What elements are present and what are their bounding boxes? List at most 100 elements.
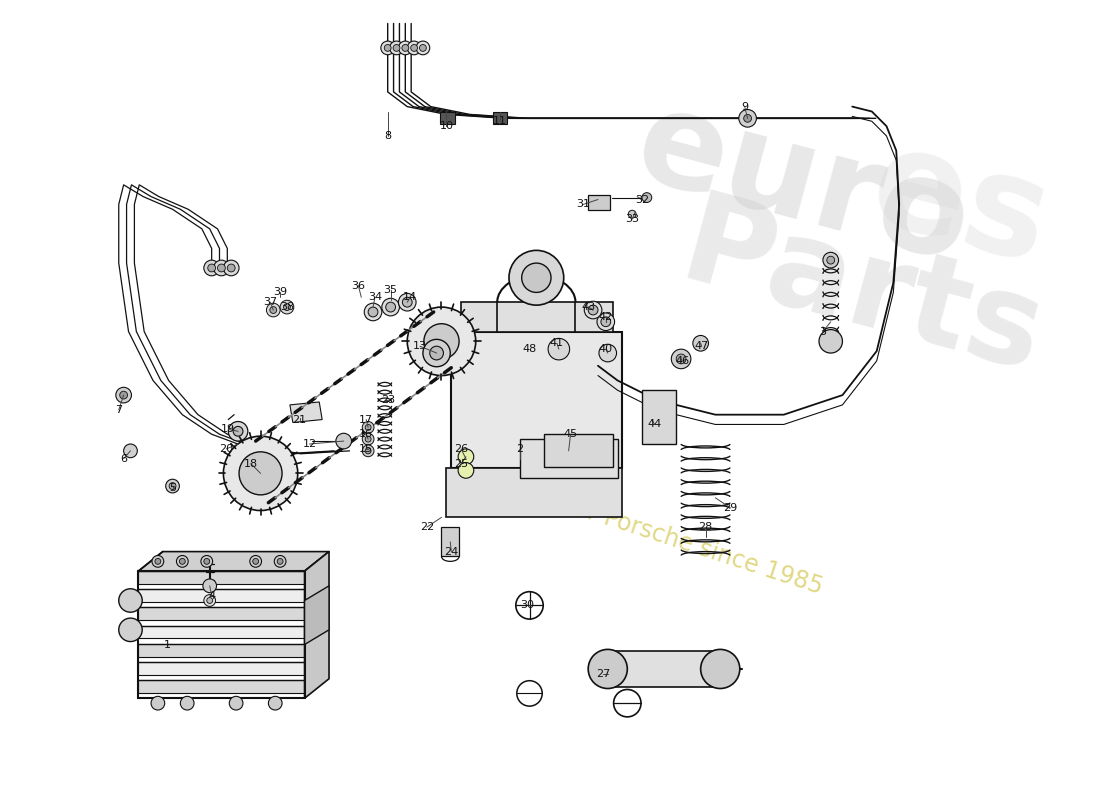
Circle shape xyxy=(229,696,243,710)
Circle shape xyxy=(430,346,443,360)
Circle shape xyxy=(419,45,427,51)
Circle shape xyxy=(389,41,404,54)
Text: 3: 3 xyxy=(820,326,826,337)
Text: 47: 47 xyxy=(694,342,708,351)
Circle shape xyxy=(458,449,474,465)
Circle shape xyxy=(403,298,412,307)
Circle shape xyxy=(169,482,176,490)
Circle shape xyxy=(422,339,450,366)
Circle shape xyxy=(597,313,615,330)
Circle shape xyxy=(239,452,282,495)
Circle shape xyxy=(416,41,430,54)
Circle shape xyxy=(827,256,835,264)
Circle shape xyxy=(424,324,459,359)
Bar xyxy=(441,527,459,557)
Circle shape xyxy=(116,387,132,403)
Text: 32: 32 xyxy=(635,194,649,205)
Circle shape xyxy=(204,558,210,564)
Circle shape xyxy=(218,264,226,272)
Circle shape xyxy=(598,344,617,362)
Circle shape xyxy=(250,555,262,567)
Text: 39: 39 xyxy=(273,287,287,298)
Circle shape xyxy=(407,41,421,54)
Polygon shape xyxy=(642,390,676,444)
Circle shape xyxy=(213,260,229,276)
Text: 43: 43 xyxy=(581,302,595,312)
Circle shape xyxy=(588,305,598,315)
Circle shape xyxy=(365,425,371,430)
Circle shape xyxy=(642,193,652,202)
Circle shape xyxy=(151,696,165,710)
Circle shape xyxy=(362,434,374,445)
Polygon shape xyxy=(139,626,305,638)
Bar xyxy=(519,439,617,478)
Text: 8: 8 xyxy=(384,131,392,141)
Circle shape xyxy=(119,589,142,612)
Text: euro: euro xyxy=(623,80,983,290)
Polygon shape xyxy=(305,551,329,698)
Text: 1: 1 xyxy=(164,639,172,650)
Text: 41: 41 xyxy=(550,338,564,348)
Polygon shape xyxy=(451,331,623,469)
Text: 12: 12 xyxy=(302,439,317,449)
Circle shape xyxy=(274,555,286,567)
Text: 19: 19 xyxy=(221,424,235,434)
Circle shape xyxy=(398,294,416,311)
Text: 42: 42 xyxy=(598,312,613,322)
Text: 5: 5 xyxy=(169,483,176,493)
Circle shape xyxy=(223,436,298,510)
Circle shape xyxy=(458,462,474,478)
Text: 2: 2 xyxy=(516,444,524,454)
Text: 29: 29 xyxy=(723,502,737,513)
Text: 24: 24 xyxy=(444,546,459,557)
Circle shape xyxy=(266,303,280,317)
Text: 16: 16 xyxy=(360,430,373,439)
Polygon shape xyxy=(139,680,305,693)
Text: 15: 15 xyxy=(360,444,373,454)
Text: Parts: Parts xyxy=(669,186,1056,398)
Circle shape xyxy=(365,436,371,442)
Text: 23: 23 xyxy=(381,395,395,405)
Circle shape xyxy=(671,349,691,369)
Circle shape xyxy=(253,558,258,564)
Circle shape xyxy=(123,444,138,458)
Text: 30: 30 xyxy=(520,600,535,610)
Text: 4: 4 xyxy=(208,590,216,601)
Bar xyxy=(493,113,507,124)
Circle shape xyxy=(386,302,396,312)
Text: 44: 44 xyxy=(648,419,662,430)
Circle shape xyxy=(739,110,757,127)
Polygon shape xyxy=(139,607,305,620)
Text: es: es xyxy=(857,116,1063,293)
Bar xyxy=(440,113,455,124)
Text: 33: 33 xyxy=(625,214,639,224)
Text: 48: 48 xyxy=(522,344,537,354)
Text: 40: 40 xyxy=(598,344,613,354)
Polygon shape xyxy=(305,586,329,645)
Text: 13: 13 xyxy=(412,342,427,351)
Text: 20: 20 xyxy=(219,444,233,454)
Circle shape xyxy=(393,45,400,51)
Circle shape xyxy=(268,696,282,710)
Text: 22: 22 xyxy=(420,522,433,532)
Text: 21: 21 xyxy=(293,414,307,425)
Circle shape xyxy=(588,650,627,689)
Circle shape xyxy=(362,445,374,457)
Circle shape xyxy=(155,558,161,564)
Polygon shape xyxy=(139,551,329,571)
Text: 6: 6 xyxy=(120,454,128,464)
Polygon shape xyxy=(139,571,305,584)
Circle shape xyxy=(207,598,212,603)
Text: 9: 9 xyxy=(741,102,748,111)
Circle shape xyxy=(676,354,686,364)
Bar xyxy=(588,194,609,210)
Circle shape xyxy=(229,422,248,441)
Text: 25: 25 xyxy=(454,458,469,469)
Text: a passion for Porsche since 1985: a passion for Porsche since 1985 xyxy=(449,456,826,598)
Circle shape xyxy=(381,41,395,54)
Circle shape xyxy=(601,317,610,326)
Polygon shape xyxy=(608,651,720,686)
Circle shape xyxy=(693,335,708,351)
Polygon shape xyxy=(461,302,613,331)
Circle shape xyxy=(744,114,751,122)
